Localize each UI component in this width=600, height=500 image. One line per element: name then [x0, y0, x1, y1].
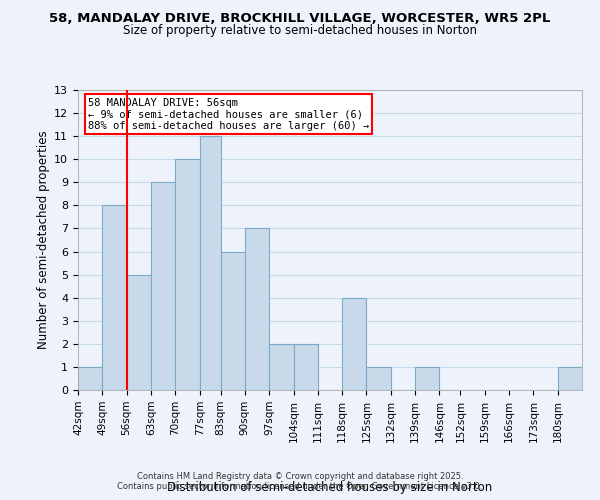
Bar: [269, 344, 293, 390]
Bar: [245, 228, 269, 390]
X-axis label: Distribution of semi-detached houses by size in Norton: Distribution of semi-detached houses by …: [167, 480, 493, 494]
Bar: [175, 159, 200, 390]
Text: Contains HM Land Registry data © Crown copyright and database right 2025.: Contains HM Land Registry data © Crown c…: [137, 472, 463, 481]
Bar: [342, 298, 367, 390]
Bar: [151, 182, 175, 390]
Bar: [293, 344, 318, 390]
Bar: [221, 252, 245, 390]
Bar: [415, 367, 439, 390]
Bar: [200, 136, 221, 390]
Bar: [103, 206, 127, 390]
Text: 58, MANDALAY DRIVE, BROCKHILL VILLAGE, WORCESTER, WR5 2PL: 58, MANDALAY DRIVE, BROCKHILL VILLAGE, W…: [49, 12, 551, 26]
Bar: [557, 367, 582, 390]
Y-axis label: Number of semi-detached properties: Number of semi-detached properties: [37, 130, 50, 350]
Text: 58 MANDALAY DRIVE: 56sqm
← 9% of semi-detached houses are smaller (6)
88% of sem: 58 MANDALAY DRIVE: 56sqm ← 9% of semi-de…: [88, 98, 370, 130]
Text: Size of property relative to semi-detached houses in Norton: Size of property relative to semi-detach…: [123, 24, 477, 37]
Bar: [367, 367, 391, 390]
Bar: [78, 367, 103, 390]
Text: Contains public sector information licensed under the Open Government Licence v3: Contains public sector information licen…: [118, 482, 482, 491]
Bar: [127, 274, 151, 390]
